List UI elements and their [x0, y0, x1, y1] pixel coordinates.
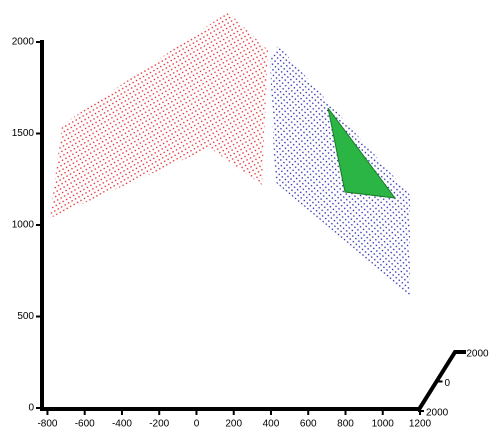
point-clouds [50, 12, 410, 296]
z-tick-label: 0 [445, 378, 451, 389]
z-tick-label: -2000 [463, 349, 489, 360]
x-tick-label: 1000 [372, 419, 395, 430]
x-tick-label: -600 [75, 419, 95, 430]
y-tick-label: 500 [17, 311, 34, 322]
y-tick-label: 0 [28, 403, 34, 414]
blue-point-cloud [270, 45, 410, 296]
y-tick-label: 2000 [12, 37, 35, 48]
x-tick-label: -200 [149, 419, 169, 430]
x-tick-label: 600 [300, 419, 317, 430]
x-tick-label: 0 [194, 419, 200, 430]
x-tick-label: 400 [263, 419, 280, 430]
x-tick-label: 800 [337, 419, 354, 430]
y-tick-label: 1000 [12, 220, 35, 231]
x-tick-label: 1200 [409, 419, 432, 430]
x-tick-label: -400 [112, 419, 132, 430]
x-tick-label: -800 [37, 419, 57, 430]
z-tick-label: 2000 [426, 408, 449, 419]
x-tick-label: 200 [225, 419, 242, 430]
green-surface [327, 107, 397, 199]
y-tick-label: 1500 [12, 128, 35, 139]
red-point-cloud [50, 12, 268, 218]
